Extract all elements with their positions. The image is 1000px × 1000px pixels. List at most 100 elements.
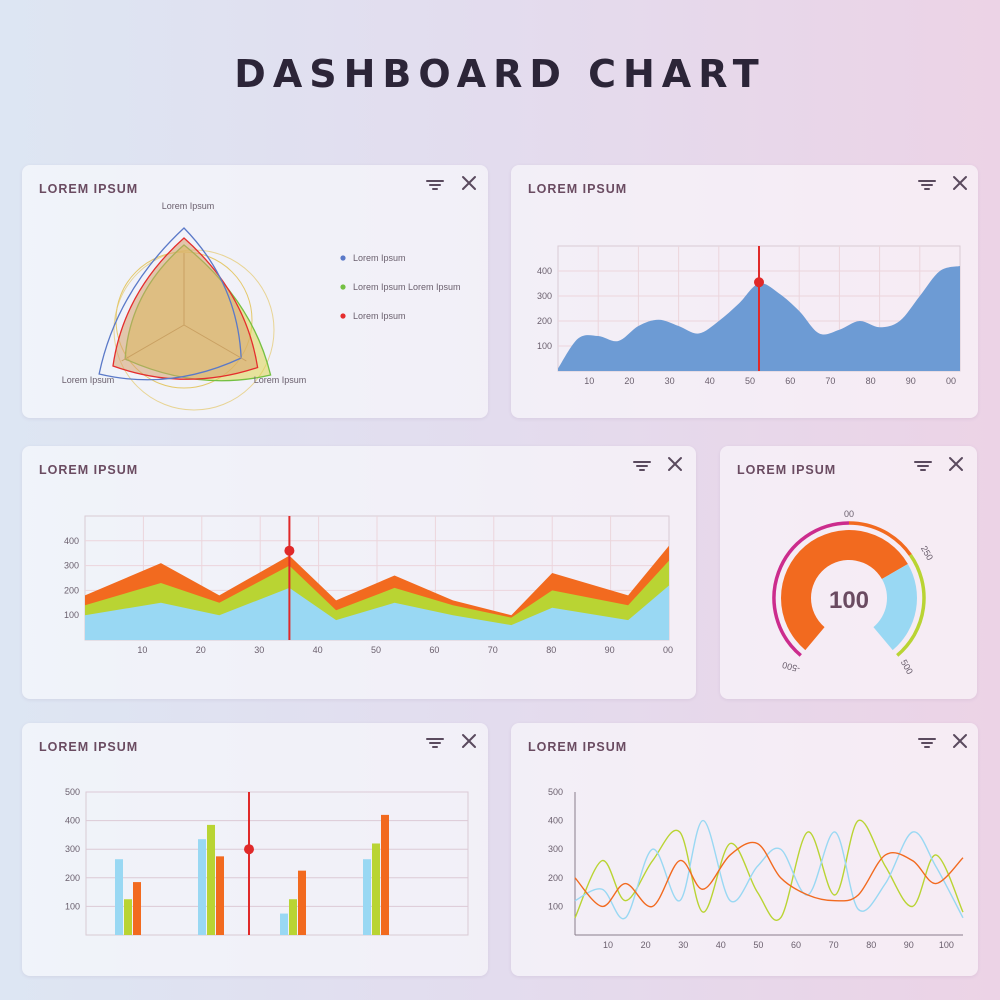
x-tick-label: 60 <box>785 376 795 386</box>
close-icon[interactable] <box>459 173 479 193</box>
line-series <box>574 819 964 921</box>
bar <box>198 839 206 935</box>
bar <box>207 824 215 935</box>
radar-chart: Lorem Ipsum Lorem Ipsum Lorem Ipsum Lorem I… <box>62 201 461 411</box>
stacked-area-chart: 100 200 300 400 10 20 30 40 50 60 70 80 90 00 <box>64 515 673 655</box>
bar <box>298 870 306 935</box>
x-tick-label: 70 <box>829 940 839 950</box>
line-series <box>574 819 964 920</box>
filter-icon[interactable] <box>426 735 444 751</box>
close-icon[interactable] <box>665 454 685 474</box>
y-tick-label: 100 <box>537 341 552 351</box>
legend-dot <box>340 255 346 261</box>
page-title: DASHBOARD CHART <box>234 52 766 96</box>
x-tick-label: 40 <box>705 376 715 386</box>
x-tick-label: 70 <box>825 376 835 386</box>
stacked-area-series <box>85 585 669 640</box>
x-tick-label: 30 <box>254 645 264 655</box>
y-tick-label: 500 <box>548 787 563 797</box>
marker-dot <box>754 277 764 288</box>
x-tick-label: 10 <box>584 376 594 386</box>
x-tick-label: 20 <box>196 645 206 655</box>
x-tick-label: 60 <box>791 940 801 950</box>
radar-axis-label: Lorem Ipsum <box>162 201 215 211</box>
legend-dot <box>340 284 346 290</box>
legend-label: Lorem Ipsum <box>353 253 406 263</box>
bar <box>216 856 224 935</box>
bar <box>372 843 380 935</box>
panel-title: LOREM IPSUM <box>528 182 628 196</box>
x-tick-label: 90 <box>906 376 916 386</box>
x-tick-label: 70 <box>488 645 498 655</box>
legend-dot <box>340 313 346 319</box>
x-tick-label: 100 <box>939 940 954 950</box>
gauge-outer-arc <box>896 553 926 657</box>
gauge-scale-label: 00 <box>844 509 854 519</box>
radar-axis-line <box>121 324 185 362</box>
panel-area: LOREM IPSUM 100 200 300 400 10 20 30 40 50 60 70 80… <box>511 165 978 418</box>
x-tick-label: 80 <box>546 645 556 655</box>
gauge-outer-arc <box>772 521 850 657</box>
y-tick-label: 300 <box>65 844 80 854</box>
close-icon[interactable] <box>950 173 970 193</box>
panel-gauge: LOREM IPSUM 100 -500 00 250 500 <box>720 446 977 699</box>
bar-chart: 100 200 300 400 500 <box>65 787 469 936</box>
y-tick-label: 400 <box>65 816 80 826</box>
panel-title: LOREM IPSUM <box>39 182 139 196</box>
y-tick-label: 200 <box>548 873 563 883</box>
plot-frame <box>85 791 469 936</box>
filter-icon[interactable] <box>914 458 932 474</box>
gauge-scale-label: -500 <box>781 660 801 674</box>
x-tick-label: 50 <box>753 940 763 950</box>
y-tick-label: 200 <box>537 316 552 326</box>
x-tick-label: 60 <box>429 645 439 655</box>
bar <box>124 899 132 935</box>
filter-icon[interactable] <box>918 735 936 751</box>
gauge-scale-label: 250 <box>919 544 935 562</box>
bar <box>381 814 389 935</box>
legend-label: Lorem Ipsum Lorem Ipsum <box>353 282 461 292</box>
x-tick-label: 30 <box>665 376 675 386</box>
bar <box>363 859 371 935</box>
close-icon[interactable] <box>459 731 479 751</box>
radar-axis-label: Lorem Ipsum <box>254 375 307 385</box>
gauge-value-band <box>781 529 908 651</box>
panel-radar: LOREM IPSUM Lorem Ipsum Lorem Ipsum Lorem … <box>22 165 488 418</box>
y-tick-label: 400 <box>548 816 563 826</box>
y-tick-label: 200 <box>65 873 80 883</box>
radar-series-shape <box>112 237 259 380</box>
filter-icon[interactable] <box>426 177 444 193</box>
y-tick-label: 100 <box>65 901 80 911</box>
filter-icon[interactable] <box>633 458 651 474</box>
panel-lines: LOREM IPSUM 100 200 300 400 500 10 20 30 40 50 60 7… <box>511 723 978 976</box>
panel-title: LOREM IPSUM <box>528 740 628 754</box>
y-tick-label: 100 <box>548 901 563 911</box>
line-chart: 100 200 300 400 500 10 20 30 40 50 60 70 80 90 100 <box>548 787 964 950</box>
x-tick-label: 80 <box>866 376 876 386</box>
bar <box>133 882 141 935</box>
filter-icon[interactable] <box>918 177 936 193</box>
radar-axis-label: Lorem Ipsum <box>62 375 115 385</box>
x-tick-label: 00 <box>946 376 956 386</box>
close-icon[interactable] <box>950 731 970 751</box>
y-tick-label: 300 <box>64 561 79 571</box>
y-tick-label: 300 <box>537 291 552 301</box>
x-tick-label: 50 <box>745 376 755 386</box>
close-icon[interactable] <box>946 454 966 474</box>
area-chart: 100 200 300 400 10 20 30 40 50 60 70 80 90 00 <box>537 245 961 386</box>
x-tick-label: 90 <box>605 645 615 655</box>
y-tick-label: 500 <box>65 787 80 797</box>
panel-title: LOREM IPSUM <box>39 463 139 477</box>
x-tick-label: 90 <box>904 940 914 950</box>
panel-bars: LOREM IPSUM 100 200 300 400 500 <box>22 723 488 976</box>
marker-dot <box>244 844 254 855</box>
marker-dot <box>284 545 295 556</box>
gauge-rest-band <box>873 564 917 651</box>
y-tick-label: 100 <box>64 610 79 620</box>
gauge-chart: 100 -500 00 250 500 <box>772 509 935 676</box>
x-tick-label: 50 <box>371 645 381 655</box>
panel-title: LOREM IPSUM <box>737 463 837 477</box>
x-tick-label: 40 <box>313 645 323 655</box>
bar <box>289 899 297 935</box>
bar <box>280 913 288 935</box>
